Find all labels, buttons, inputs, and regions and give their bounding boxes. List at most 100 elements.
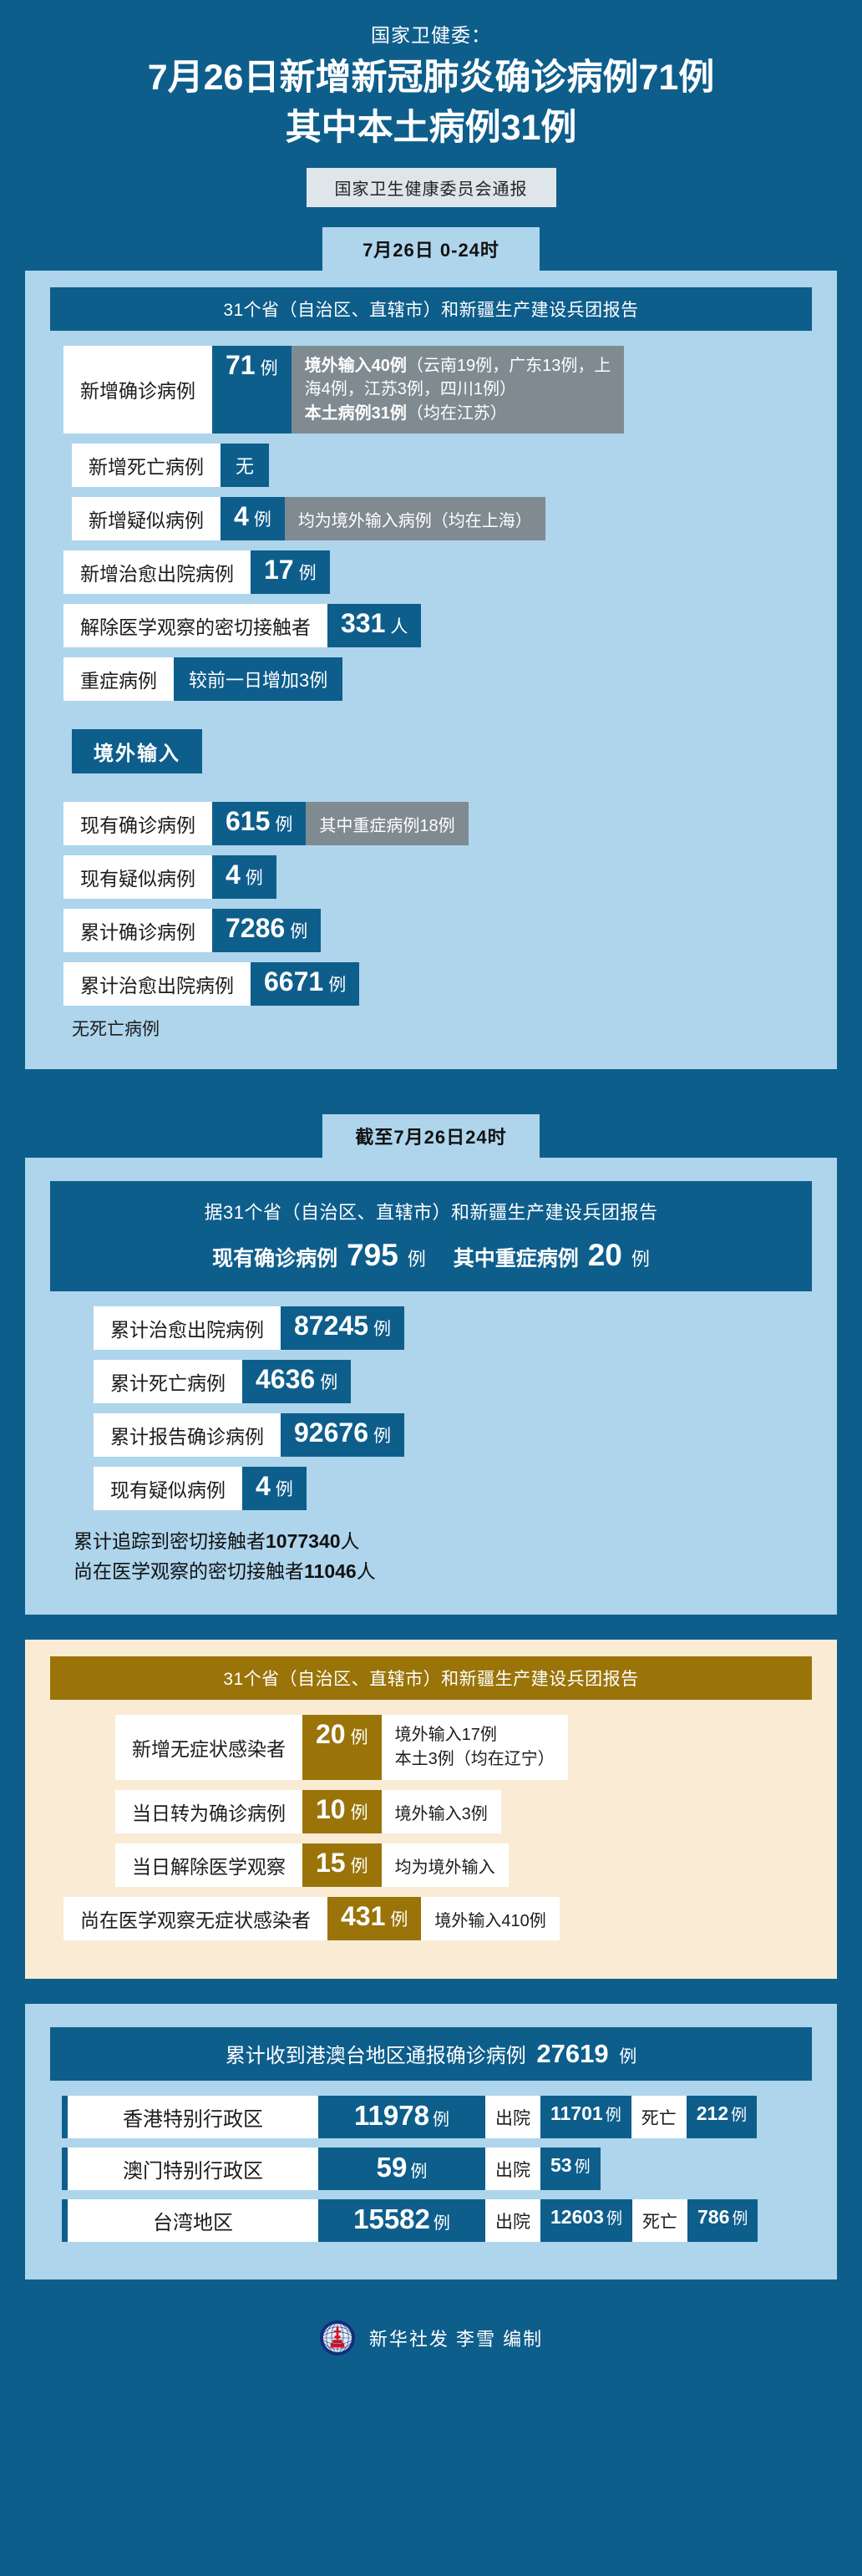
row-value-number: 17 <box>264 555 294 586</box>
no-death-note: 无死亡病例 <box>72 1020 160 1040</box>
asymptomatic-panel-wrap: 31个省（自治区、直辖市）和新疆生产建设兵团报告 新增无症状感染者 20 例 境… <box>0 1640 862 1980</box>
row-note-line-1: 境外输入17例 <box>394 1726 497 1745</box>
headline-line-2: 其中本土病例31例 <box>285 107 577 148</box>
row-value: 615 例 <box>212 802 307 846</box>
row-value-unit: 例 <box>260 358 278 378</box>
row-note-bold: 境外输入40例 <box>304 356 407 375</box>
row-value: 4 例 <box>212 855 276 900</box>
daily-report-band: 31个省（自治区、直辖市）和新疆生产建设兵团报告 <box>50 287 812 331</box>
summary-value-a: 795 <box>347 1238 398 1273</box>
table-row: 新增治愈出院病例 17 例 <box>50 550 812 595</box>
row-value: 431 例 <box>327 1897 422 1941</box>
cumulative-time-chip: 截至7月26日24时 <box>322 1114 540 1159</box>
row-value-unit: 例 <box>350 1728 368 1748</box>
region-discharge-unit: 例 <box>574 2158 591 2177</box>
tracking-label-2: 尚在医学观察的密切接触者 <box>74 1559 304 1582</box>
region-discharge-label: 出院 <box>485 2199 540 2243</box>
region-discharge-value: 12603 例 <box>540 2199 632 2243</box>
tracking-value-1: 1077340 <box>266 1530 341 1553</box>
row-value-number: 331 <box>341 608 386 639</box>
region-death-label: 死亡 <box>631 2096 687 2139</box>
row-value-number: 87245 <box>294 1311 368 1341</box>
row-value-unit: 例 <box>373 1320 391 1340</box>
region-death-unit: 例 <box>732 2210 748 2229</box>
row-value: 20 例 <box>302 1715 382 1781</box>
asymptomatic-report-band: 31个省（自治区、直辖市）和新疆生产建设兵团报告 <box>50 1656 812 1701</box>
row-note-line-3: 本土病例31例（均在江苏） <box>305 402 611 425</box>
row-value-unit: 例 <box>350 1857 368 1877</box>
contact-tracking-note: 累计追踪到密切接触者1077340人 尚在医学观察的密切接触者11046人 <box>50 1527 812 1586</box>
table-row: 当日转为确诊病例 10 例 境外输入3例 <box>50 1790 812 1834</box>
row-value: 6671 例 <box>251 962 360 1007</box>
table-row: 累计报告确诊病例 92676 例 <box>50 1413 812 1458</box>
row-label: 尚在医学观察无症状感染者 <box>63 1897 327 1941</box>
table-row: 澳门特别行政区 59 例 出院 53 例 <box>50 2148 812 2191</box>
table-row: 重症病例 较前一日增加3例 <box>50 657 812 702</box>
regions-title-label: 累计收到港澳台地区通报确诊病例 <box>225 2045 526 2068</box>
notice-chip: 国家卫生健康委员会通报 <box>306 167 556 207</box>
row-label: 解除医学观察的密切接触者 <box>63 604 327 648</box>
row-value-number: 15 <box>316 1848 346 1879</box>
table-row: 累计死亡病例 4636 例 <box>50 1360 812 1404</box>
row-note-line-2: 本土3例（均在辽宁） <box>394 1750 555 1769</box>
imported-subheading: 境外输入 <box>72 729 202 774</box>
row-value: 较前一日增加3例 <box>174 657 343 702</box>
row-label: 新增治愈出院病例 <box>63 550 251 595</box>
row-label: 新增无症状感染者 <box>115 1715 302 1781</box>
row-value: 71 例 <box>212 345 292 434</box>
region-total: 11978 例 <box>318 2096 485 2139</box>
region-total-unit: 例 <box>410 2163 428 2182</box>
region-death-value: 786 例 <box>687 2199 758 2243</box>
table-row: 累计确诊病例 7286 例 <box>50 909 812 953</box>
region-death-label: 死亡 <box>631 2199 687 2243</box>
table-row: 新增死亡病例 无 <box>50 444 812 488</box>
region-total-number: 59 <box>376 2152 408 2183</box>
row-accent-bar <box>62 2199 68 2243</box>
page-footer: 新华社发 李雪 编制 <box>0 2301 862 2377</box>
region-death-number: 212 <box>696 2102 729 2125</box>
row-label: 累计治愈出院病例 <box>63 962 251 1007</box>
row-note: 境外输入17例 本土3例（均在辽宁） <box>381 1715 568 1781</box>
tracking-label-1: 累计追踪到密切接触者 <box>74 1530 266 1553</box>
summary-value-b: 20 <box>587 1238 622 1273</box>
row-value: 15 例 <box>302 1843 382 1888</box>
regions-title-unit: 例 <box>619 2047 637 2067</box>
daily-panel-wrap: 31个省（自治区、直辖市）和新疆生产建设兵团报告 新增确诊病例 71 例 境外输… <box>0 270 862 1070</box>
row-note-line-2: 海4例，江苏3例，四川1例） <box>304 380 516 399</box>
tracking-unit-1: 人 <box>340 1530 360 1553</box>
row-label: 新增疑似病例 <box>72 497 221 541</box>
region-total: 59 例 <box>318 2148 485 2191</box>
row-note-line-1: 境外输入40例（云南19例，广东13例，上 <box>305 354 611 378</box>
region-name: 澳门特别行政区 <box>68 2148 318 2191</box>
row-value: 无 <box>221 444 270 488</box>
region-death-number: 786 <box>697 2206 730 2229</box>
row-label: 累计确诊病例 <box>63 909 212 953</box>
xinhua-logo-icon <box>319 2320 355 2356</box>
row-label: 当日解除医学观察 <box>115 1843 302 1888</box>
summary-line-2: 现有确诊病例 795 例 其中重症病例 20 例 <box>70 1238 792 1273</box>
page-title: 7月26日新增新冠肺炎确诊病例71例 其中本土病例31例 <box>0 53 862 153</box>
region-discharge-unit: 例 <box>605 2107 621 2125</box>
table-row: 新增疑似病例 4 例 均为境外输入病例（均在上海） <box>50 497 812 541</box>
row-label: 累计报告确诊病例 <box>94 1413 281 1458</box>
row-value-number: 4 <box>234 501 249 532</box>
region-total: 15582 例 <box>318 2199 485 2243</box>
table-row: 香港特别行政区 11978 例 出院 11701 例 死亡 212 例 <box>50 2096 812 2139</box>
row-label: 累计死亡病例 <box>94 1360 242 1404</box>
region-discharge-label: 出院 <box>485 2148 540 2191</box>
region-total-unit: 例 <box>432 2111 449 2130</box>
row-value-number: 431 <box>341 1901 386 1932</box>
row-value-number: 10 <box>316 1794 346 1825</box>
row-value-number: 71 <box>226 349 256 380</box>
row-note: 均为境外输入 <box>381 1843 509 1888</box>
table-row: 新增无症状感染者 20 例 境外输入17例 本土3例（均在辽宁） <box>50 1715 812 1781</box>
region-discharge-unit: 例 <box>606 2210 622 2229</box>
row-value-unit: 例 <box>320 1373 338 1393</box>
table-row: 尚在医学观察无症状感染者 431 例 境外输入410例 <box>50 1897 812 1941</box>
row-note: 均为境外输入病例（均在上海） <box>284 497 545 541</box>
region-discharge-label: 出院 <box>485 2096 540 2139</box>
region-total-number: 11978 <box>354 2100 429 2132</box>
row-note: 境外输入3例 <box>381 1790 501 1834</box>
asymptomatic-panel: 31个省（自治区、直辖市）和新疆生产建设兵团报告 新增无症状感染者 20 例 境… <box>25 1640 837 1980</box>
row-value-unit: 例 <box>245 869 263 889</box>
